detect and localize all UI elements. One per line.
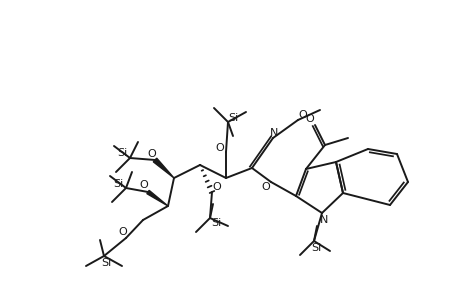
Text: O: O	[261, 182, 270, 192]
Text: Si: Si	[310, 243, 320, 253]
Text: Si: Si	[101, 258, 111, 268]
Text: O: O	[212, 182, 221, 192]
Text: N: N	[319, 215, 327, 225]
Text: Si: Si	[227, 113, 238, 123]
Text: N: N	[269, 128, 278, 138]
Polygon shape	[146, 190, 168, 206]
Text: O: O	[298, 110, 307, 120]
Text: O: O	[147, 149, 156, 159]
Text: Si: Si	[117, 148, 127, 158]
Text: Si: Si	[112, 179, 123, 189]
Polygon shape	[153, 158, 174, 178]
Text: O: O	[305, 114, 313, 124]
Text: O: O	[140, 180, 148, 190]
Text: O: O	[118, 227, 127, 237]
Text: O: O	[215, 143, 224, 153]
Text: Si: Si	[210, 218, 221, 228]
